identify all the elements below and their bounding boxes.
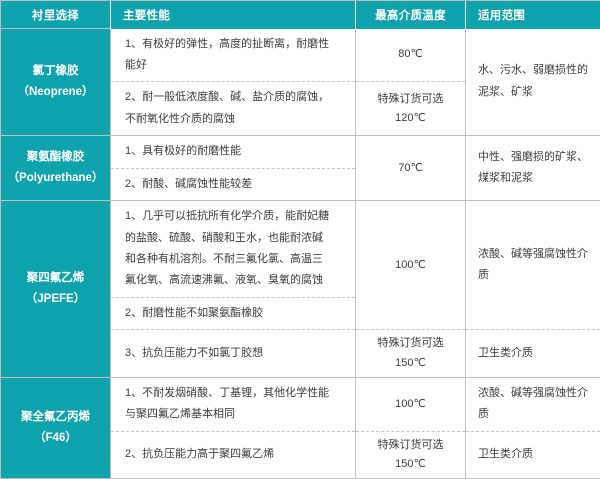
material-cell-f46: 聚全氟乙丙烯 （F46）: [1, 377, 111, 478]
performance-cell: 2、抗负压能力高于聚四氟乙烯: [111, 431, 356, 479]
performance-line: 1、不耐发烟硝酸、丁基锂，其他化学性能: [125, 383, 345, 404]
table-header-row: 衬里选择 主要性能 最高介质温度 适用范围: [1, 1, 600, 29]
performance-line: 不耐氧化性介质的腐蚀: [125, 109, 345, 130]
temperature-cell: 特殊订货可选 120℃: [356, 82, 466, 136]
range-cell: 浓酸、碱等强腐蚀性介 质: [466, 377, 600, 431]
range-cell: 卫生类介质: [466, 431, 600, 479]
performance-line: 与聚四氟乙烯基本相同: [125, 404, 345, 425]
range-line: 卫生类介质: [478, 343, 590, 364]
range-line: 浓酸、碱等强腐蚀性介: [478, 244, 590, 265]
table-body: 氯丁橡胶 （Neoprene） 1、有极好的弹性，高度的扯断离，耐磨性 能好 8…: [1, 29, 600, 479]
range-line: 中性、强磨损的矿浆、: [478, 147, 590, 168]
column-header-temperature: 最高介质温度: [356, 1, 466, 29]
temperature-cell: 70℃: [356, 136, 466, 201]
range-line: 煤浆和泥浆: [478, 168, 590, 189]
performance-line: 氟化氧、高流速沸氟、液氧、臭氧的腐蚀: [125, 270, 345, 291]
column-header-performance: 主要性能: [111, 1, 356, 29]
table-row: 聚全氟乙丙烯 （F46） 1、不耐发烟硝酸、丁基锂，其他化学性能 与聚四氟乙烯基…: [1, 377, 600, 431]
lining-selection-table-container: 衬里选择 主要性能 最高介质温度 适用范围 氯丁橡胶 （Neoprene） 1、…: [0, 0, 600, 427]
material-cell-jpefe: 聚四氟乙烯 （JPEFE）: [1, 201, 111, 378]
performance-line: 2、耐磨性能不如聚氨酯橡胶: [125, 303, 345, 324]
material-name-en: （F46）: [2, 428, 109, 449]
performance-cell: 1、有极好的弹性，高度的扯断离，耐磨性 能好: [111, 29, 356, 82]
table-row: 聚氨酯橡胶 （Polyurethane） 1、具有极好的耐磨性能 70℃ 中性、…: [1, 136, 600, 168]
temperature-line: 150℃: [360, 354, 461, 373]
temperature-line: 80℃: [360, 45, 461, 64]
temperature-line: 特殊订货可选: [360, 436, 461, 455]
performance-line: 2、耐一般低浓度酸、碱、盐介质的腐蚀，: [125, 87, 345, 108]
material-cell-polyurethane: 聚氨酯橡胶 （Polyurethane）: [1, 136, 111, 201]
material-name-en: （JPEFE）: [2, 289, 109, 310]
material-cell-neoprene: 氯丁橡胶 （Neoprene）: [1, 29, 111, 136]
temperature-line: 150℃: [360, 455, 461, 474]
range-line: 浓酸、碱等强腐蚀性介: [478, 383, 590, 404]
material-name-en: （Polyurethane）: [2, 168, 109, 189]
material-name-cn: 聚四氟乙烯: [2, 268, 109, 289]
temperature-line: 70℃: [360, 159, 461, 178]
performance-line: 1、有极好的弹性，高度的扯断离，耐磨性: [125, 34, 345, 55]
performance-line: 1、几乎可以抵抗所有化学介质，能耐妃糖: [125, 206, 345, 227]
material-name-cn: 氯丁橡胶: [2, 61, 109, 82]
range-cell: 中性、强磨损的矿浆、 煤浆和泥浆: [466, 136, 600, 201]
range-line: 卫生类介质: [478, 444, 590, 465]
performance-line: 3、抗负压能力不如氯丁胶想: [125, 343, 345, 364]
range-line: 水、污水、弱磨损性的: [478, 60, 590, 81]
performance-line: 1、具有极好的耐磨性能: [125, 141, 345, 162]
range-line: 泥浆、矿浆: [478, 82, 590, 103]
material-name-cn: 聚全氟乙丙烯: [2, 407, 109, 428]
range-cell: 浓酸、碱等强腐蚀性介 质: [466, 201, 600, 330]
performance-cell: 1、具有极好的耐磨性能: [111, 136, 356, 168]
temperature-cell: 特殊订货可选 150℃: [356, 431, 466, 479]
temperature-line: 120℃: [360, 109, 461, 128]
temperature-line: 100℃: [360, 256, 461, 275]
column-header-lining: 衬里选择: [1, 1, 111, 29]
performance-cell: 2、耐酸、碱腐蚀性能较差: [111, 168, 356, 200]
table-row: 氯丁橡胶 （Neoprene） 1、有极好的弹性，高度的扯断离，耐磨性 能好 8…: [1, 29, 600, 82]
table-header: 衬里选择 主要性能 最高介质温度 适用范围: [1, 1, 600, 29]
performance-cell: 2、耐一般低浓度酸、碱、盐介质的腐蚀， 不耐氧化性介质的腐蚀: [111, 82, 356, 136]
performance-line: 和各种有机溶剂。不耐三氟化氯、高温三: [125, 249, 345, 270]
performance-cell: 1、几乎可以抵抗所有化学介质，能耐妃糖 的盐酸、硫酸、硝酸和王水，也能耐浓碱 和…: [111, 201, 356, 298]
material-name-en: （Neoprene）: [2, 82, 109, 103]
performance-cell: 2、耐磨性能不如聚氨酯橡胶: [111, 297, 356, 329]
temperature-cell: 80℃: [356, 29, 466, 82]
material-name-cn: 聚氨酯橡胶: [2, 147, 109, 168]
temperature-line: 100℃: [360, 395, 461, 414]
temperature-cell: 100℃: [356, 377, 466, 431]
temperature-cell: 特殊订货可选 150℃: [356, 330, 466, 378]
temperature-line: 特殊订货可选: [360, 334, 461, 353]
performance-cell: 3、抗负压能力不如氯丁胶想: [111, 330, 356, 378]
performance-line: 2、耐酸、碱腐蚀性能较差: [125, 174, 345, 195]
column-header-range: 适用范围: [466, 1, 600, 29]
performance-line: 能好: [125, 55, 345, 76]
temperature-cell: 100℃: [356, 201, 466, 330]
performance-line: 2、抗负压能力高于聚四氟乙烯: [125, 444, 345, 465]
range-line: 质: [478, 404, 590, 425]
performance-line: 的盐酸、硫酸、硝酸和王水，也能耐浓碱: [125, 228, 345, 249]
temperature-line: 特殊订货可选: [360, 90, 461, 109]
range-cell: 水、污水、弱磨损性的 泥浆、矿浆: [466, 29, 600, 136]
performance-cell: 1、不耐发烟硝酸、丁基锂，其他化学性能 与聚四氟乙烯基本相同: [111, 377, 356, 431]
range-cell: 卫生类介质: [466, 330, 600, 378]
range-line: 质: [478, 265, 590, 286]
table-row: 聚四氟乙烯 （JPEFE） 1、几乎可以抵抗所有化学介质，能耐妃糖 的盐酸、硫酸…: [1, 201, 600, 298]
